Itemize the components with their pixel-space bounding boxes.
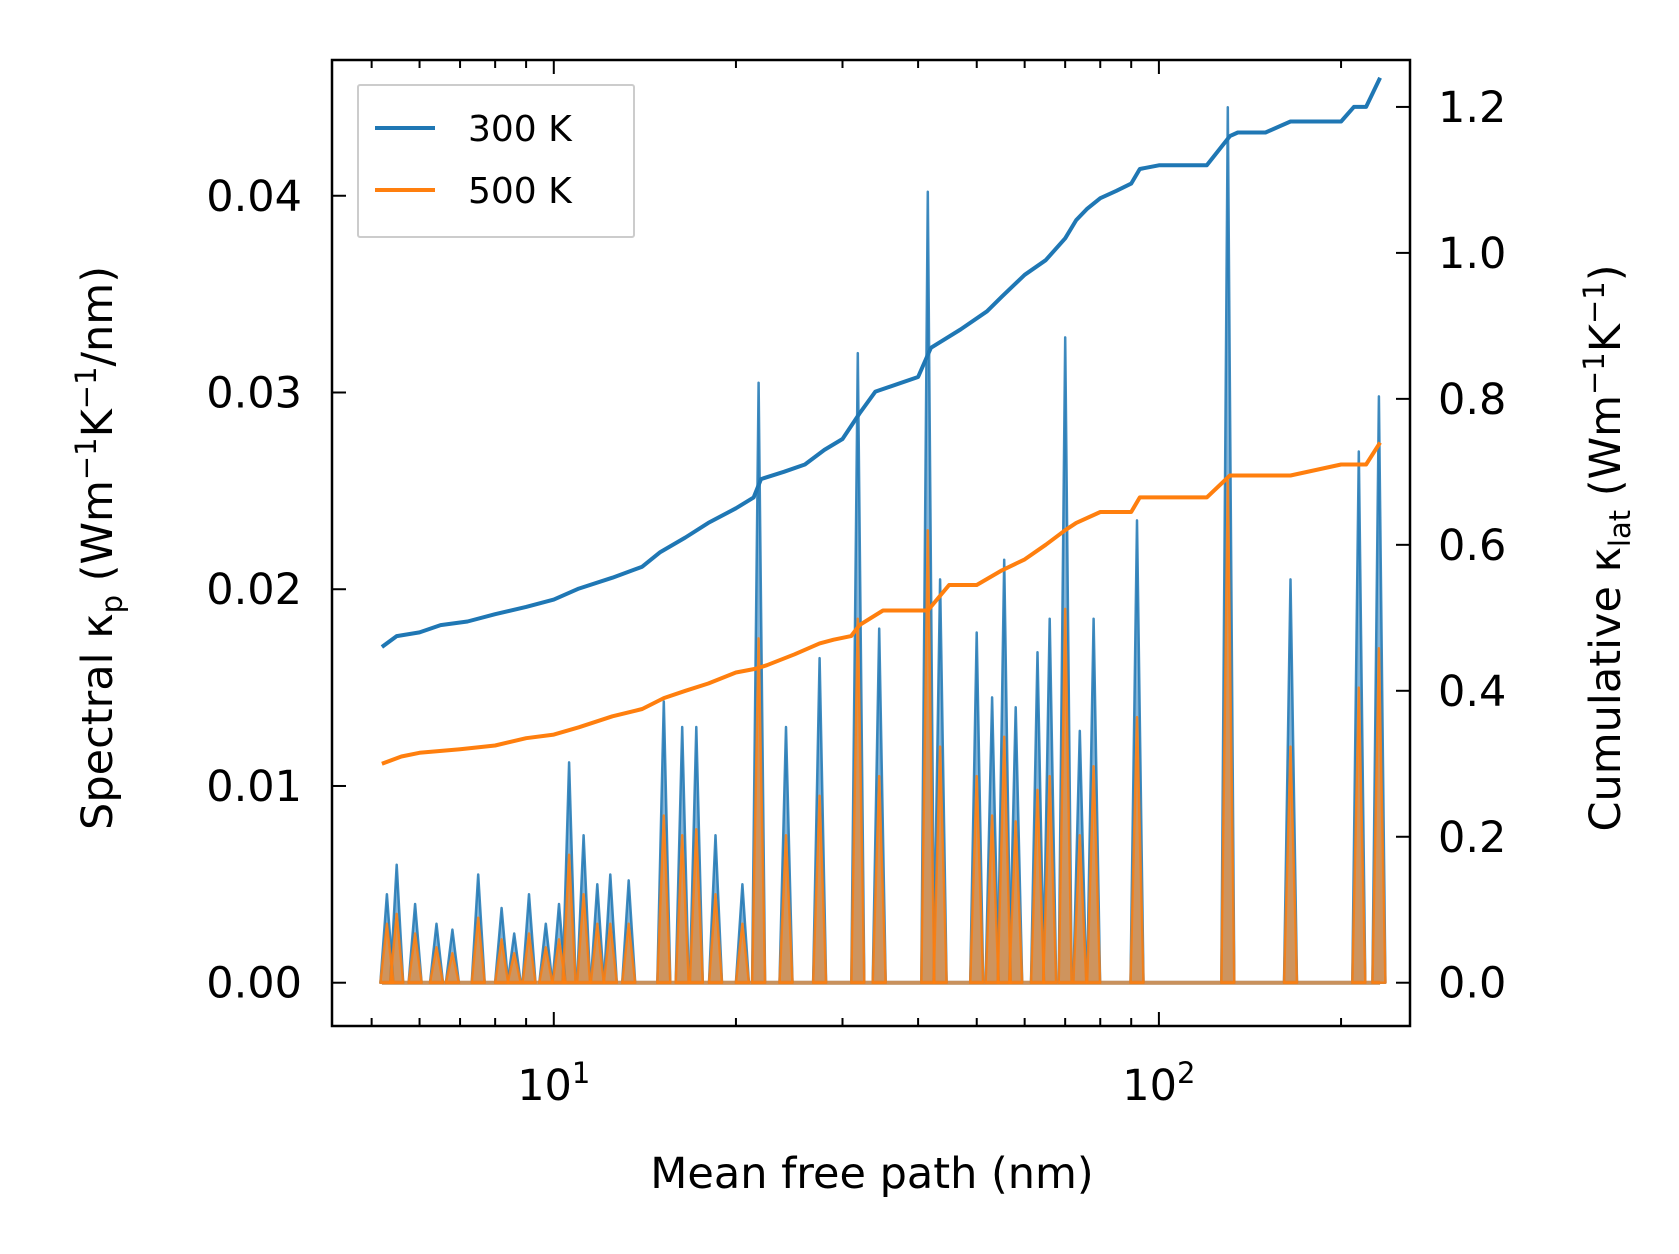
spectral-peak-500k-13 [589, 922, 606, 984]
x-tick-label-1: 102 [1122, 1056, 1195, 1111]
spectral-peak-500k-4 [444, 951, 461, 984]
right-y-tick-label-6: 1.2 [1438, 83, 1506, 133]
spectral-peak-500k-41 [1371, 647, 1387, 984]
left-y-tick-label-3: 0.03 [206, 368, 302, 418]
spectral-peak-500k-21 [750, 637, 767, 984]
left-y-tick-label-4: 0.04 [206, 172, 302, 222]
cumulative-line-500k [381, 441, 1382, 766]
spectral-peak-500k-29 [984, 814, 1000, 984]
spectral-peak-500k-33 [1041, 774, 1058, 984]
spectral-series-300k [379, 105, 1387, 985]
spectral-peak-500k-5 [470, 916, 486, 984]
right-y-tick-label-5: 1.0 [1438, 229, 1506, 279]
cumulative-line-300k [380, 76, 1382, 649]
spectral-peak-500k-0 [379, 922, 395, 984]
right-y-tick-label-1: 0.2 [1438, 813, 1506, 863]
spectral-peak-500k-23 [811, 794, 828, 984]
spectral-peak-500k-34 [1057, 607, 1073, 984]
spectral-peak-500k-1 [388, 912, 405, 984]
right-y-tick-label-4: 0.8 [1438, 375, 1506, 425]
left-y-tick-label-2: 0.02 [206, 565, 302, 615]
legend: 300 K 500 K [357, 84, 635, 238]
spectral-peak-500k-17 [674, 833, 690, 984]
spectral-peak-500k-25 [871, 774, 887, 984]
spectral-peak-500k-12 [575, 892, 592, 984]
spectral-peak-500k-26 [920, 528, 936, 984]
legend-label-500k: 500 K [468, 171, 573, 212]
spectral-peak-500k-39 [1282, 745, 1299, 984]
spectral-peak-500k-11 [561, 853, 577, 984]
spectral-peak-500k-27 [932, 745, 948, 984]
spectral-peak-500k-28 [968, 774, 985, 984]
spectral-series-500k [379, 479, 1387, 985]
spectral-peak-500k-14 [602, 922, 619, 984]
axes: 101 102 0.00 0.01 0.02 0.03 0.04 0.0 0.2 0.4 0.6 0.… [206, 58, 1506, 1111]
spectral-peak-500k-35 [1072, 833, 1088, 984]
spectral-peak-500k-22 [778, 833, 794, 984]
spectral-peak-500k-31 [1007, 820, 1024, 984]
spectral-peak-500k-16 [656, 814, 672, 984]
spectral-peak-500k-20 [734, 922, 751, 984]
plot-frame [330, 58, 1412, 1028]
spectral-peak-500k-40 [1351, 686, 1367, 984]
spectral-peak-500k-38 [1220, 479, 1236, 984]
spectral-peak-500k-9 [538, 946, 554, 984]
legend-box [357, 84, 635, 238]
spectral-peak-500k-2 [407, 932, 423, 984]
left-y-tick-label-0: 0.00 [206, 959, 302, 1009]
spectral-peak-500k-15 [620, 922, 637, 984]
left-axis-title: Spectral κp (Wm−1K−1/nm) [69, 266, 129, 830]
spectral-peak-500k-3 [428, 946, 445, 984]
right-y-tick-label-0: 0.0 [1438, 959, 1506, 1009]
right-axis-title: Cumulative κlat (Wm−1K−1) [1577, 265, 1637, 832]
spectral-peak-500k-6 [493, 938, 510, 984]
spectral-peak-500k-8 [521, 932, 537, 984]
left-y-tick-label-1: 0.01 [206, 762, 302, 812]
spectral-peak-500k-24 [850, 617, 866, 984]
x-axis-title: Mean free path (nm) [650, 1149, 1093, 1199]
spectral-peak-500k-18 [688, 828, 705, 984]
right-y-tick-label-2: 0.4 [1438, 667, 1506, 717]
spectral-peak-500k-19 [707, 892, 724, 984]
spectral-peak-500k-32 [1029, 788, 1046, 984]
x-tick-label-0: 101 [517, 1056, 590, 1111]
plot-content [379, 76, 1387, 985]
legend-label-300k: 300 K [468, 109, 573, 150]
spectral-peak-500k-30 [996, 735, 1012, 984]
spectral-peak-500k-7 [506, 951, 522, 984]
spectral-peak-500k-36 [1085, 765, 1102, 984]
spectral-peak-500k-37 [1129, 715, 1145, 984]
right-y-tick-label-3: 0.6 [1438, 521, 1506, 571]
